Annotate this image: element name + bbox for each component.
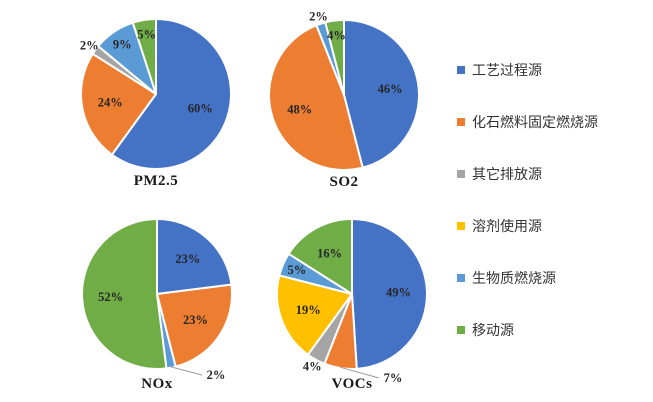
pie-slice-label: 19% bbox=[296, 303, 321, 317]
legend-label: 工艺过程源 bbox=[472, 64, 542, 79]
legend-item-biomass-burning: 生物质燃烧源 bbox=[457, 270, 598, 287]
legend: 工艺过程源 化石燃料固定燃烧源 其它排放源 溶剂使用源 生物质燃烧源 移动源 bbox=[457, 62, 598, 374]
pie-slice-yellow bbox=[276, 274, 353, 356]
legend-label: 生物质燃烧源 bbox=[472, 272, 556, 287]
pie-chart-nox: 23% 23% 2% 52% NOx bbox=[52, 189, 262, 402]
chart-title-so2: SO2 bbox=[329, 174, 359, 190]
legend-item-other-emission: 其它排放源 bbox=[457, 166, 598, 183]
pie-chart-so2: 46% 48% 2% 4% SO2 bbox=[239, 0, 449, 220]
legend-label: 移动源 bbox=[472, 324, 514, 339]
pie-chart-vocs: 49% 7% 4% 19% 5% 16% VOCs bbox=[247, 189, 457, 402]
pie-slice-green bbox=[287, 218, 353, 295]
legend-swatch-green bbox=[457, 326, 465, 334]
legend-swatch-gray bbox=[457, 170, 465, 178]
chart-title-nox: NOx bbox=[141, 376, 173, 392]
pie-slice-label: 5% bbox=[137, 28, 156, 42]
legend-item-mobile-source: 移动源 bbox=[457, 322, 598, 339]
pie-slice-label: 23% bbox=[183, 313, 208, 327]
pie-nox-svg: 23% 23% 2% 52% bbox=[81, 218, 233, 382]
legend-swatch-blue bbox=[457, 66, 465, 74]
pie-slice-green bbox=[131, 18, 157, 95]
pie-pm25-svg: 60% 24% 2% 9% 5% bbox=[80, 18, 232, 170]
legend-label: 溶剂使用源 bbox=[472, 220, 542, 235]
pie-slice-label: 60% bbox=[188, 101, 213, 115]
pie-slice-label: 7% bbox=[384, 371, 403, 385]
pie-slice-orange bbox=[268, 24, 364, 171]
legend-item-fossil-fuel-combustion: 化石燃料固定燃烧源 bbox=[457, 114, 598, 131]
pie-slice-label: 2% bbox=[309, 10, 328, 24]
pie-slice-label: 5% bbox=[288, 263, 307, 277]
pie-slice-blue bbox=[351, 218, 428, 370]
pie-slice-orange bbox=[80, 52, 157, 156]
legend-item-process-source: 工艺过程源 bbox=[457, 62, 598, 79]
pie-slice-label: 4% bbox=[327, 29, 346, 43]
pie-slice-label: 24% bbox=[98, 96, 123, 110]
pie-slice-label: 2% bbox=[80, 39, 99, 53]
label-leader-line bbox=[340, 366, 380, 379]
legend-swatch-yellow bbox=[457, 222, 465, 230]
label-leader-line bbox=[170, 366, 203, 376]
pie-slice-blue bbox=[110, 18, 232, 170]
pie-slice-label: 4% bbox=[303, 359, 322, 373]
pie-slice-label: 2% bbox=[207, 368, 226, 382]
pie-slice-label: 16% bbox=[317, 246, 342, 260]
pie-slice-label: 46% bbox=[378, 82, 403, 96]
legend-label: 其它排放源 bbox=[472, 168, 542, 183]
legend-swatch-orange bbox=[457, 118, 465, 126]
pie-slice-green bbox=[81, 218, 168, 370]
legend-label: 化石燃料固定燃烧源 bbox=[472, 116, 598, 131]
pie-slice-label: 23% bbox=[175, 252, 200, 266]
pie-slice-label: 52% bbox=[98, 290, 123, 304]
pie-slice-green bbox=[324, 19, 345, 96]
chart-title-vocs: VOCs bbox=[331, 376, 373, 392]
legend-item-solvent-use: 溶剂使用源 bbox=[457, 218, 598, 235]
chart-title-pm25: PM2.5 bbox=[133, 173, 179, 189]
pie-slice-label: 49% bbox=[386, 286, 411, 300]
pie-slice-label: 9% bbox=[113, 37, 132, 51]
legend-swatch-lightblue bbox=[457, 274, 465, 282]
pie-slice-blue bbox=[156, 218, 233, 295]
pie-chart-pm25: 60% 24% 2% 9% 5% PM2.5 bbox=[51, 0, 261, 219]
pie-so2-svg: 46% 48% 2% 4% bbox=[268, 10, 420, 171]
pie-slice-blue bbox=[343, 19, 420, 169]
pie-slice-orange bbox=[156, 283, 233, 368]
pie-slice-label: 48% bbox=[287, 102, 312, 116]
pie-vocs-svg: 49% 7% 4% 19% 5% 16% bbox=[276, 218, 428, 385]
